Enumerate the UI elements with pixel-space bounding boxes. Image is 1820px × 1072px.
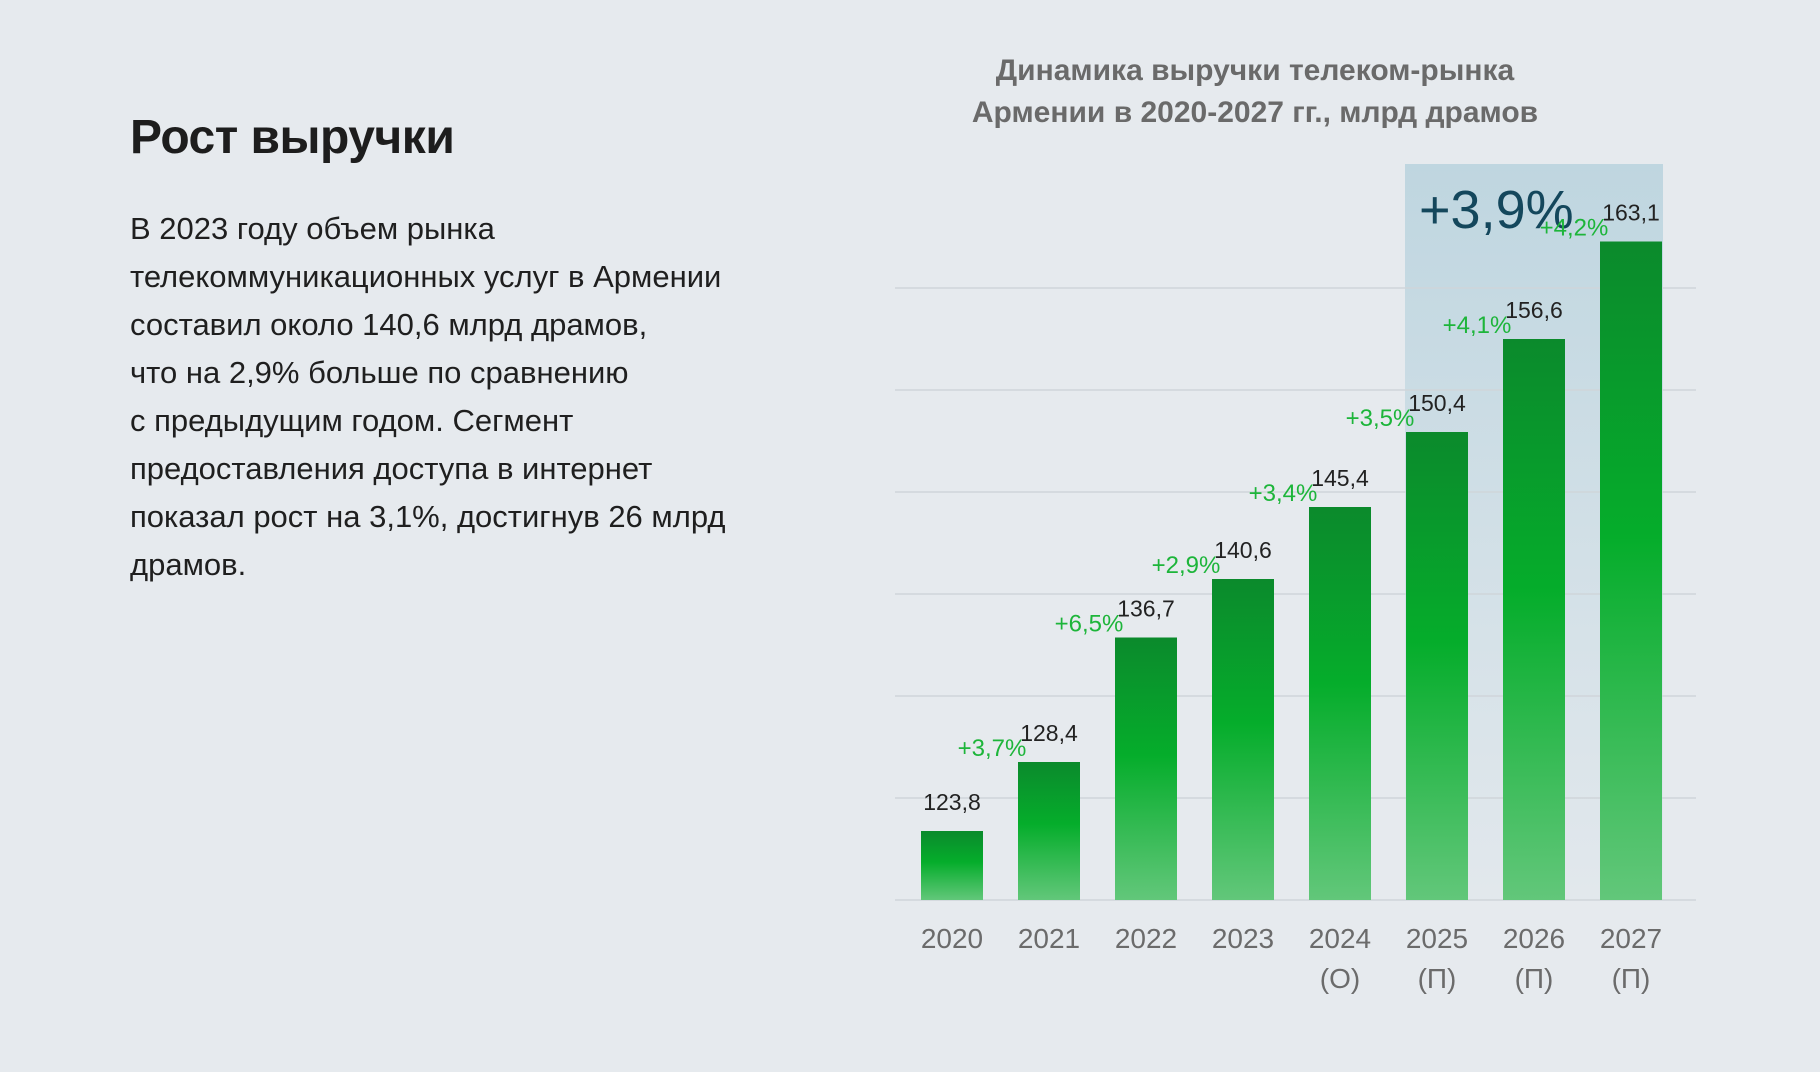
x-tick-label: 2021 bbox=[1018, 923, 1080, 954]
highlight-cagr-label: +3,9% bbox=[1419, 180, 1574, 240]
growth-rate-label: +2,9% bbox=[1152, 552, 1221, 579]
x-tick-label: 2020 bbox=[921, 923, 983, 954]
bar-value-label: 123,8 bbox=[923, 789, 981, 815]
x-tick-label: 2022 bbox=[1115, 923, 1177, 954]
bar bbox=[921, 831, 983, 900]
bar-value-label: 136,7 bbox=[1117, 596, 1175, 622]
bar bbox=[1309, 507, 1371, 900]
revenue-chart: Динамика выручки телеком-рынка Армении в… bbox=[870, 0, 1820, 1072]
page-title: Рост выручки bbox=[130, 111, 455, 164]
bar bbox=[1018, 762, 1080, 900]
bar-value-label: 150,4 bbox=[1408, 390, 1466, 416]
bar-value-label: 128,4 bbox=[1020, 720, 1078, 746]
bar bbox=[1600, 241, 1662, 900]
bar-value-label: 140,6 bbox=[1214, 537, 1272, 563]
x-tick-label: 2027 bbox=[1600, 923, 1662, 954]
description-paragraph: В 2023 году объем рынка телекоммуникацио… bbox=[130, 211, 726, 582]
chart-title: Динамика выручки телеком-рынка Армении в… bbox=[971, 54, 1539, 129]
bar bbox=[1406, 432, 1468, 900]
x-tick-label: 2024 bbox=[1309, 923, 1371, 954]
x-tick-label: 2025 bbox=[1406, 923, 1468, 954]
bar bbox=[1212, 579, 1274, 900]
growth-rate-label: +4,2% bbox=[1540, 215, 1609, 242]
x-tick-label: (П) bbox=[1418, 963, 1457, 994]
bar-value-label: 163,1 bbox=[1602, 200, 1660, 226]
bar bbox=[1115, 637, 1177, 900]
growth-rate-label: +3,4% bbox=[1249, 480, 1318, 507]
bar bbox=[1503, 339, 1565, 900]
x-tick-label: (П) bbox=[1612, 963, 1651, 994]
x-tick-label: 2026 bbox=[1503, 923, 1565, 954]
x-tick-label: (П) bbox=[1515, 963, 1554, 994]
x-tick-label: 2023 bbox=[1212, 923, 1274, 954]
growth-rate-label: +3,7% bbox=[958, 735, 1027, 762]
text-panel: Рост выручки В 2023 году объем рынка тел… bbox=[130, 110, 810, 589]
chart-canvas: +3,9% 123,8 2020 128,4 2021 136,7 2022 140,6 202… bbox=[895, 164, 1696, 994]
bar-value-label: 145,4 bbox=[1311, 465, 1369, 491]
growth-rate-label: +6,5% bbox=[1055, 611, 1124, 638]
growth-rate-label: +3,5% bbox=[1346, 405, 1415, 432]
growth-rate-label: +4,1% bbox=[1443, 312, 1512, 339]
x-tick-label: (О) bbox=[1320, 963, 1360, 994]
bar-value-label: 156,6 bbox=[1505, 297, 1563, 323]
